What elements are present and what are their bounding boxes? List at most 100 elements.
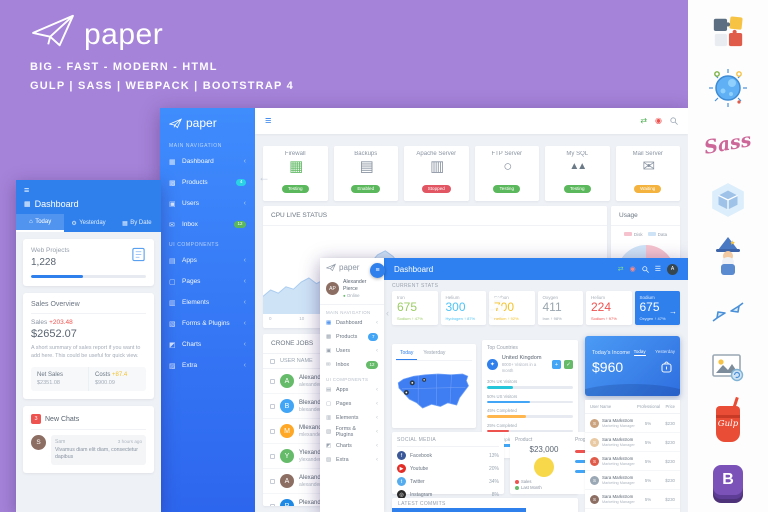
mid-content: CURRENT STATS ‹ 5 Iron 675 Sodium ↑ 47% … bbox=[384, 280, 688, 512]
avatar: P bbox=[280, 499, 294, 506]
income-tab-yesterday[interactable]: Yesterday bbox=[655, 349, 675, 354]
stat-sub: Helium ↑ 92% bbox=[494, 316, 519, 321]
server-icon: ▥ bbox=[430, 158, 444, 175]
nav-item-label: Products bbox=[336, 334, 358, 340]
nav-item-label: Pages bbox=[336, 401, 352, 407]
table-row: S Sara Markstrom Marketing Manager 5% $2… bbox=[585, 490, 680, 509]
row-checkbox[interactable] bbox=[270, 478, 275, 484]
row-checkbox[interactable] bbox=[270, 453, 275, 459]
latest-commits-card: LATEST COMMITS bbox=[392, 498, 578, 512]
sidebar-nav-item[interactable]: ▥ Elements ‹ bbox=[160, 292, 255, 313]
page-title: Dashboard bbox=[394, 264, 434, 274]
sidebar-nav-item[interactable]: ✉ Inbox 12 bbox=[320, 358, 384, 372]
confirm-button[interactable]: ✓ bbox=[564, 360, 573, 369]
avatar[interactable]: A bbox=[667, 263, 678, 275]
axis-tick: 0 bbox=[269, 316, 272, 321]
notes-icon bbox=[132, 247, 145, 262]
date-filter-tab[interactable]: ▦ By Date bbox=[113, 214, 161, 232]
sidebar-nav-item[interactable]: ◩ Charts ‹ bbox=[320, 439, 384, 453]
map-tab[interactable]: Yesterday bbox=[423, 350, 446, 356]
add-button[interactable]: + bbox=[552, 360, 561, 369]
progress-fill bbox=[487, 429, 509, 432]
sidebar-nav-item[interactable]: ▦ Dashboard ‹ bbox=[320, 316, 384, 330]
sidebar-logo-text: paper bbox=[339, 263, 360, 272]
sidebar-logo[interactable]: paper bbox=[320, 258, 384, 275]
legend-label: Data bbox=[657, 232, 668, 237]
sidebar-nav-item[interactable]: ▨ Extra ‹ bbox=[160, 355, 255, 376]
sidebar-toggle-fab[interactable]: ≡ bbox=[370, 263, 385, 278]
nav-item-icon: ▩ bbox=[169, 179, 176, 187]
sidebar-nav-item[interactable]: ✉ Inbox 12 bbox=[160, 214, 255, 235]
sidebar-nav-item[interactable]: ▨ Extra ‹ bbox=[320, 453, 384, 467]
notification-icon[interactable]: ◉ bbox=[629, 266, 636, 273]
menu-icon[interactable]: ☰ bbox=[654, 266, 661, 273]
chevron-icon: ‹ bbox=[243, 257, 246, 264]
table-row: S Sara Markstrom Marketing Manager 5% $2… bbox=[585, 414, 680, 433]
carousel-left-arrow[interactable]: ← bbox=[258, 170, 270, 184]
sidebar-nav-item[interactable]: ▤ Apps ‹ bbox=[320, 383, 384, 397]
sidebar-nav-item[interactable]: ▧ Forms & Plugins ‹ bbox=[320, 425, 384, 439]
map-tab[interactable]: Today bbox=[396, 348, 418, 360]
row-checkbox[interactable] bbox=[270, 403, 275, 409]
legend-label: Last Month bbox=[521, 485, 542, 490]
search-icon[interactable] bbox=[670, 117, 678, 125]
hamburger-menu-icon[interactable]: ≡ bbox=[265, 115, 272, 127]
server-status-card: FTP Server ○ Testing bbox=[474, 146, 539, 201]
nav-item-icon: ▨ bbox=[326, 457, 332, 463]
chevron-icon: ‹ bbox=[243, 278, 246, 285]
nav-item-label: Apps bbox=[336, 387, 349, 393]
sidebar-nav-item[interactable]: ▢ Pages ‹ bbox=[160, 271, 255, 292]
sidebar-nav-item[interactable]: ▥ Elements ‹ bbox=[320, 411, 384, 425]
bootstrap-logo: B bbox=[705, 458, 751, 502]
money-bag-icon bbox=[661, 361, 672, 373]
income-tab-today[interactable]: Today bbox=[633, 349, 646, 356]
notification-icon[interactable]: ◉ bbox=[655, 116, 662, 125]
nav-item-icon: ▩ bbox=[326, 334, 332, 340]
progress-track bbox=[31, 275, 146, 278]
income-value: $960 bbox=[592, 359, 624, 375]
date-filter-tab[interactable]: ⌂ Today bbox=[16, 214, 65, 232]
image-optimization-icon bbox=[705, 346, 751, 390]
sidebar-nav-item[interactable]: ▦ Dashboard ‹ bbox=[160, 151, 255, 172]
sidebar-logo[interactable]: paper bbox=[160, 108, 255, 136]
nav-item-icon: ▦ bbox=[326, 320, 332, 326]
income-label: Today's Income bbox=[592, 350, 631, 356]
visitors-map-card: Today Yesterday bbox=[392, 344, 476, 428]
sidebar-nav-item[interactable]: ▢ Pages ‹ bbox=[320, 397, 384, 411]
row-checkbox[interactable] bbox=[270, 378, 275, 384]
carousel-right-arrow[interactable]: → bbox=[669, 307, 677, 316]
row-checkbox[interactable] bbox=[270, 428, 275, 434]
user-profile[interactable]: AP Alexander Pierce ● Online bbox=[320, 275, 384, 305]
share-icon[interactable]: ⇄ bbox=[617, 266, 624, 273]
select-all-checkbox[interactable] bbox=[270, 358, 275, 364]
date-filter-tab[interactable]: ⚙ Yesterday bbox=[64, 214, 112, 232]
sidebar-nav-item[interactable]: ▧ Forms & Plugins ‹ bbox=[160, 313, 255, 334]
progress-label: 50% US Visitors bbox=[487, 393, 518, 399]
row-checkbox[interactable] bbox=[270, 503, 275, 506]
search-icon[interactable] bbox=[642, 265, 649, 273]
user-role: Marketing Manager bbox=[602, 461, 635, 466]
sidebar-nav-item[interactable]: ▣ Users ‹ bbox=[320, 344, 384, 358]
online-status-label: Online bbox=[346, 293, 360, 298]
nav-item-icon: ✉ bbox=[169, 221, 175, 229]
sidebar-nav-item[interactable]: ▩ Products 7 bbox=[320, 330, 384, 344]
card-title: Product bbox=[515, 437, 533, 443]
carousel-left-arrow[interactable]: ‹ bbox=[386, 308, 389, 318]
sidebar-nav-item[interactable]: ▩ Products 4 bbox=[160, 172, 255, 193]
sidebar-nav-item[interactable]: ◩ Charts ‹ bbox=[160, 334, 255, 355]
country-name: United Kingdom bbox=[501, 355, 542, 361]
user-role: Marketing Manager bbox=[602, 480, 635, 485]
sidebar-nav-item[interactable]: ▤ Apps ‹ bbox=[160, 250, 255, 271]
server-title: Backups bbox=[354, 151, 378, 157]
hamburger-menu-icon[interactable]: ≡ bbox=[24, 185, 30, 195]
sidebar-nav-item[interactable]: ▣ Users ‹ bbox=[160, 193, 255, 214]
nav-item-label: Elements bbox=[182, 299, 210, 306]
server-icon: ▤ bbox=[359, 158, 374, 175]
status-badge: Testing bbox=[493, 184, 521, 193]
chevron-icon: ‹ bbox=[376, 387, 378, 393]
chevron-icon: ‹ bbox=[376, 401, 378, 407]
tab-label: Today bbox=[35, 219, 52, 225]
nav-item-badge: 12 bbox=[233, 220, 246, 229]
chat-message-row[interactable]: S Sam 3 hours ago Vivamus diam elit diam… bbox=[31, 435, 146, 465]
share-icon[interactable]: ⇄ bbox=[640, 116, 648, 125]
